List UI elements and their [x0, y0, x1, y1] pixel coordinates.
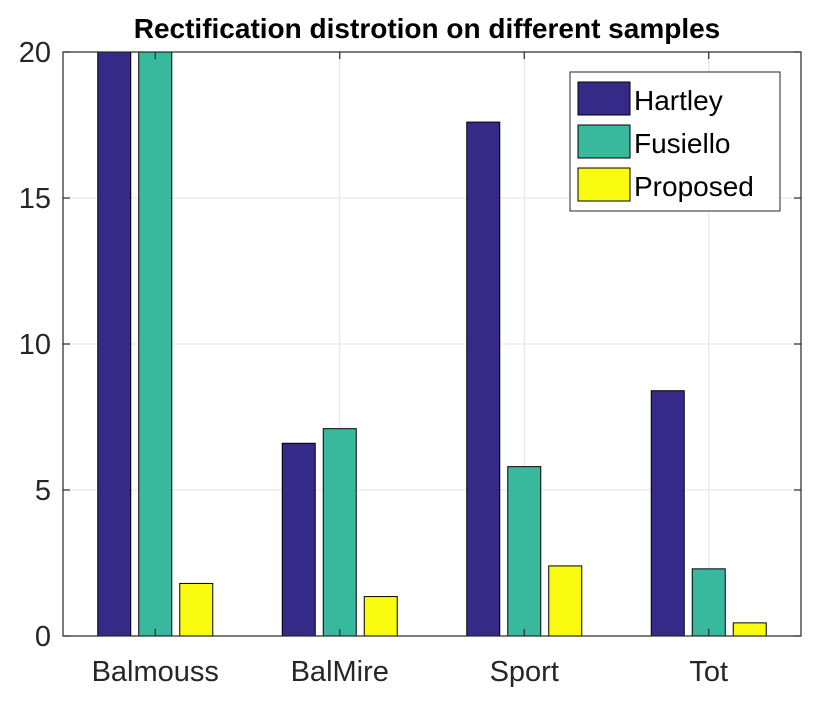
y-tick-label-3: 15: [19, 183, 51, 215]
bar-hartley-balmouss: [97, 51, 132, 637]
legend-swatch-hartley: [577, 81, 631, 116]
legend-swatch-proposed: [577, 167, 631, 202]
legend-label-fusiello: Fusiello: [634, 128, 730, 159]
bar-fusiello-sport: [507, 466, 542, 637]
x-tick-label-tot: Tot: [689, 656, 728, 688]
x-tick-label-balmire: BalMire: [291, 656, 389, 688]
bar-fusiello-balmouss: [138, 51, 173, 637]
legend-label-hartley: Hartley: [634, 85, 723, 116]
y-tick-label-2: 10: [19, 329, 51, 361]
bar-proposed-balmire: [363, 596, 398, 637]
bar-hartley-balmire: [281, 442, 316, 637]
chart-title: Rectification distrotion on different sa…: [134, 13, 721, 44]
legend-label-proposed: Proposed: [634, 171, 754, 202]
tick-labels: 0 5 10 15 20 Balmouss BalMire Sport Tot: [19, 37, 728, 688]
legend: Hartley Fusiello Proposed: [569, 71, 781, 212]
bar-proposed-balmouss: [179, 582, 214, 637]
bar-hartley-tot: [650, 390, 685, 637]
x-tick-label-sport: Sport: [490, 656, 559, 688]
bar-proposed-sport: [548, 565, 583, 637]
axes: [62, 51, 802, 637]
bar-hartley-sport: [466, 121, 501, 637]
bar-fusiello-balmire: [322, 428, 357, 637]
bar-fusiello-tot: [691, 568, 726, 637]
y-tick-label-4: 20: [19, 37, 51, 69]
y-tick-label-1: 5: [35, 475, 51, 507]
x-tick-label-balmouss: Balmouss: [92, 656, 219, 688]
legend-swatch-fusiello: [577, 124, 631, 159]
y-tick-label-0: 0: [35, 621, 51, 653]
bars: [97, 51, 767, 637]
bar-proposed-tot: [732, 622, 767, 637]
